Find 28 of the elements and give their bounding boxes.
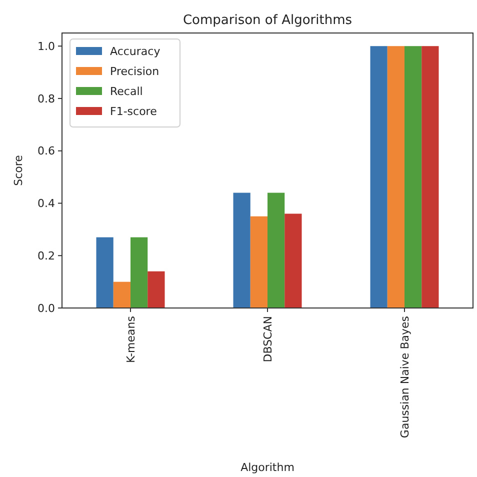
bar [404,46,422,308]
bar [250,216,268,308]
y-tick-label: 0.6 [38,144,55,158]
bar [113,282,130,308]
bar [370,46,388,308]
y-axis-title: Score [12,154,25,186]
y-tick-label: 0.2 [38,249,55,262]
x-tick-label: DBSCAN [261,316,274,362]
x-tick-label: Gaussian Naive Bayes [398,316,412,438]
legend-label: Recall [110,84,143,98]
x-tick-label: K-means [124,316,138,363]
legend-label: Precision [110,64,160,78]
bar [387,46,404,308]
bar [268,192,285,308]
legend-label: F1-score [110,104,158,118]
bar [284,214,302,308]
legend-label: Accuracy [110,44,161,58]
bar [130,237,148,308]
y-tick-label: 1.0 [38,40,55,53]
bar [148,271,165,308]
chart-title: Comparison of Algorithms [182,13,352,28]
y-tick-label: 0.8 [38,92,55,106]
bar [233,192,250,308]
y-tick-label: 0.4 [38,197,55,210]
bar [96,237,114,308]
x-axis-title: Algorithm [240,461,294,474]
bar [422,46,439,308]
y-tick-label: 0.0 [38,302,55,315]
